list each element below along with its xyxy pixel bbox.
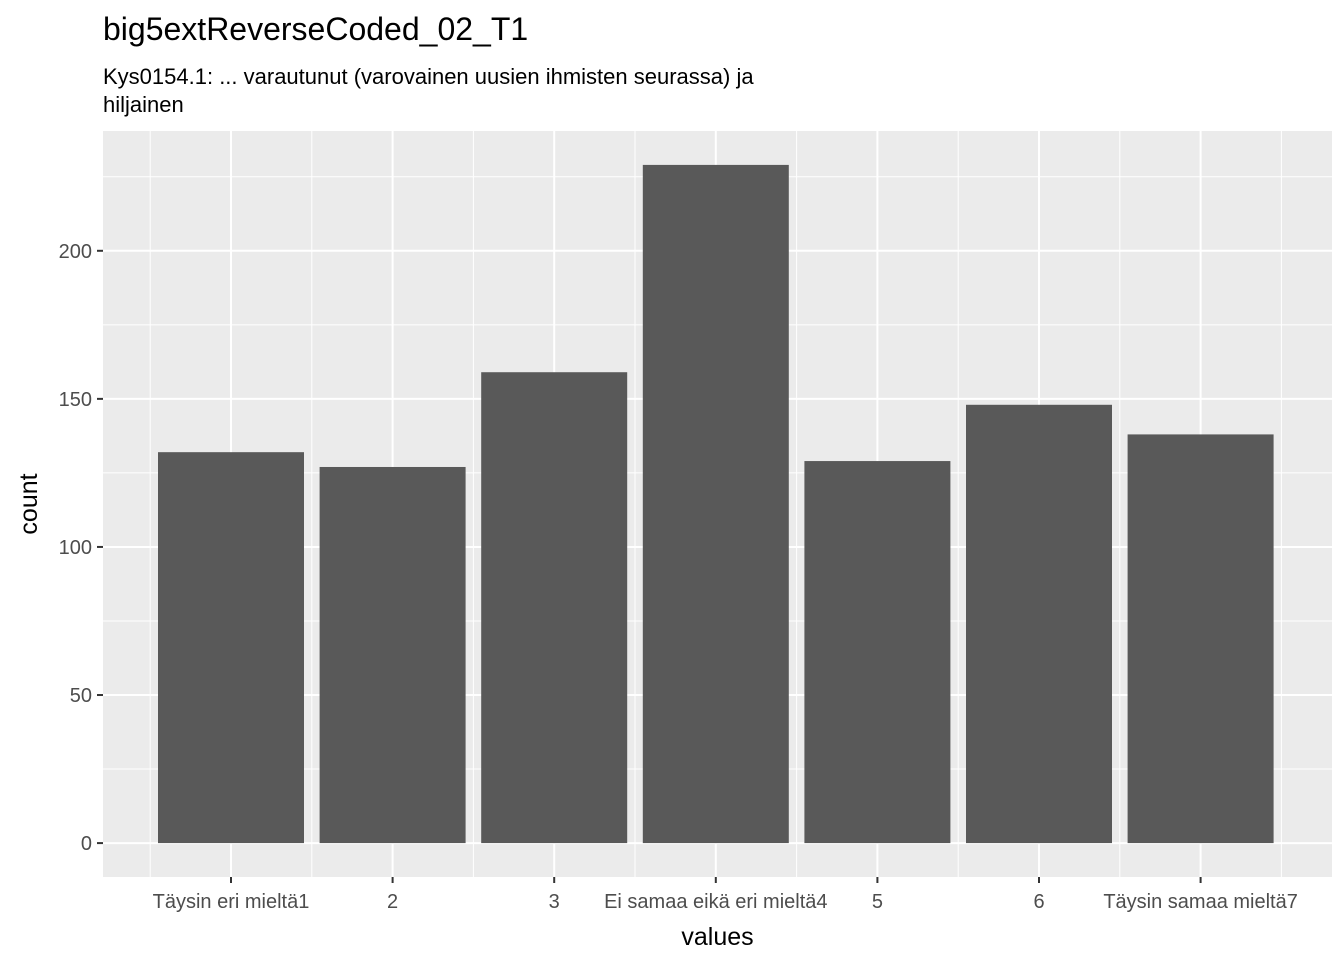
x-axis-title: values [681, 923, 753, 951]
y-axis: 0 50 100 150 200 [59, 241, 103, 855]
y-tick-label: 100 [59, 537, 92, 559]
bars [158, 164, 1274, 844]
x-tick-label: 2 [387, 891, 398, 913]
y-tick-label: 50 [70, 685, 92, 707]
bar [966, 404, 1112, 844]
bar [158, 452, 304, 844]
y-tick-label: 0 [81, 833, 92, 855]
bar [642, 164, 789, 844]
y-tick-label: 200 [59, 241, 92, 263]
chart-title: big5extReverseCoded_02_T1 [103, 11, 528, 47]
x-tick-label: 5 [872, 891, 883, 913]
x-tick-label: Täysin samaa mieltä7 [1103, 891, 1298, 913]
y-tick-label: 150 [59, 389, 92, 411]
x-tick-label: 6 [1033, 891, 1044, 913]
bar [1127, 434, 1274, 844]
x-tick-label: Täysin eri mieltä1 [153, 891, 310, 913]
x-tick-label: Ei samaa eikä eri mieltä4 [604, 891, 827, 913]
chart-subtitle-line-2: hiljainen [103, 92, 184, 117]
x-axis: Täysin eri mieltä1 2 3 Ei samaa eikä eri mi… [153, 877, 1298, 913]
bar [319, 466, 466, 844]
y-axis-title: count [15, 473, 43, 534]
bar [804, 461, 951, 844]
x-tick-label: 3 [549, 891, 560, 913]
bar [481, 372, 628, 844]
chart-subtitle-line-1: Kys0154.1: ... varautunut (varovainen uu… [103, 64, 754, 89]
